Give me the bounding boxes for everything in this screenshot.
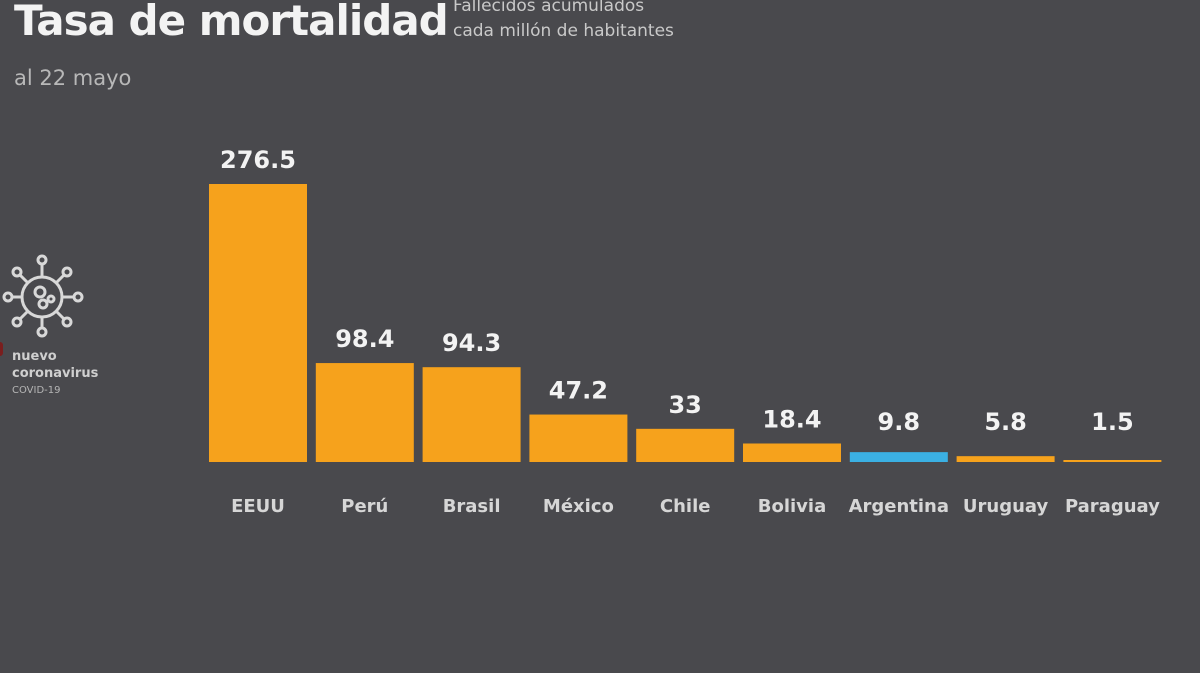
category-label: Bolivia — [758, 496, 826, 517]
value-label: 33 — [668, 391, 701, 419]
value-label: 47.2 — [549, 377, 608, 405]
category-label: Brasil — [443, 496, 501, 517]
coronavirus-icon — [2, 254, 84, 338]
category-label: Argentina — [849, 496, 949, 517]
value-label: 9.8 — [878, 408, 921, 436]
date-label: al 22 mayo — [14, 66, 132, 90]
chart-subtitle: Fallecidos acumulados cada millón de hab… — [453, 0, 674, 44]
category-label: Chile — [660, 496, 711, 517]
value-label: 98.4 — [335, 325, 394, 353]
category-label: Uruguay — [963, 496, 1049, 517]
badge-nuevo: nuevo — [12, 349, 57, 364]
value-label: 5.8 — [984, 408, 1027, 436]
bar-uruguay — [956, 456, 1055, 462]
bar-chile — [636, 428, 735, 462]
bar-brasil — [422, 367, 521, 462]
bar-argentina — [849, 452, 948, 462]
value-label: 18.4 — [762, 406, 821, 434]
page-title: Tasa de mortalidad — [14, 0, 449, 45]
category-label: México — [543, 496, 614, 517]
value-label: 1.5 — [1091, 408, 1134, 436]
bar-eeuu — [209, 184, 307, 462]
category-label: Paraguay — [1065, 496, 1160, 517]
bar-bolivia — [743, 443, 841, 462]
bar-méxico — [529, 414, 628, 462]
badge-coronavirus: coronavirus — [12, 366, 99, 381]
value-label: 276.5 — [220, 146, 296, 174]
subtitle-line-2: cada millón de habitantes — [453, 21, 674, 41]
category-label: Perú — [341, 496, 388, 517]
red-dot-decoration — [0, 342, 3, 356]
category-label: EEUU — [231, 496, 285, 517]
subtitle-line-1: Fallecidos acumulados — [453, 0, 645, 16]
bar-paraguay — [1063, 460, 1162, 462]
value-label: 94.3 — [442, 329, 501, 357]
bar-perú — [315, 363, 414, 462]
badge-covid19: COVID-19 — [12, 385, 61, 396]
